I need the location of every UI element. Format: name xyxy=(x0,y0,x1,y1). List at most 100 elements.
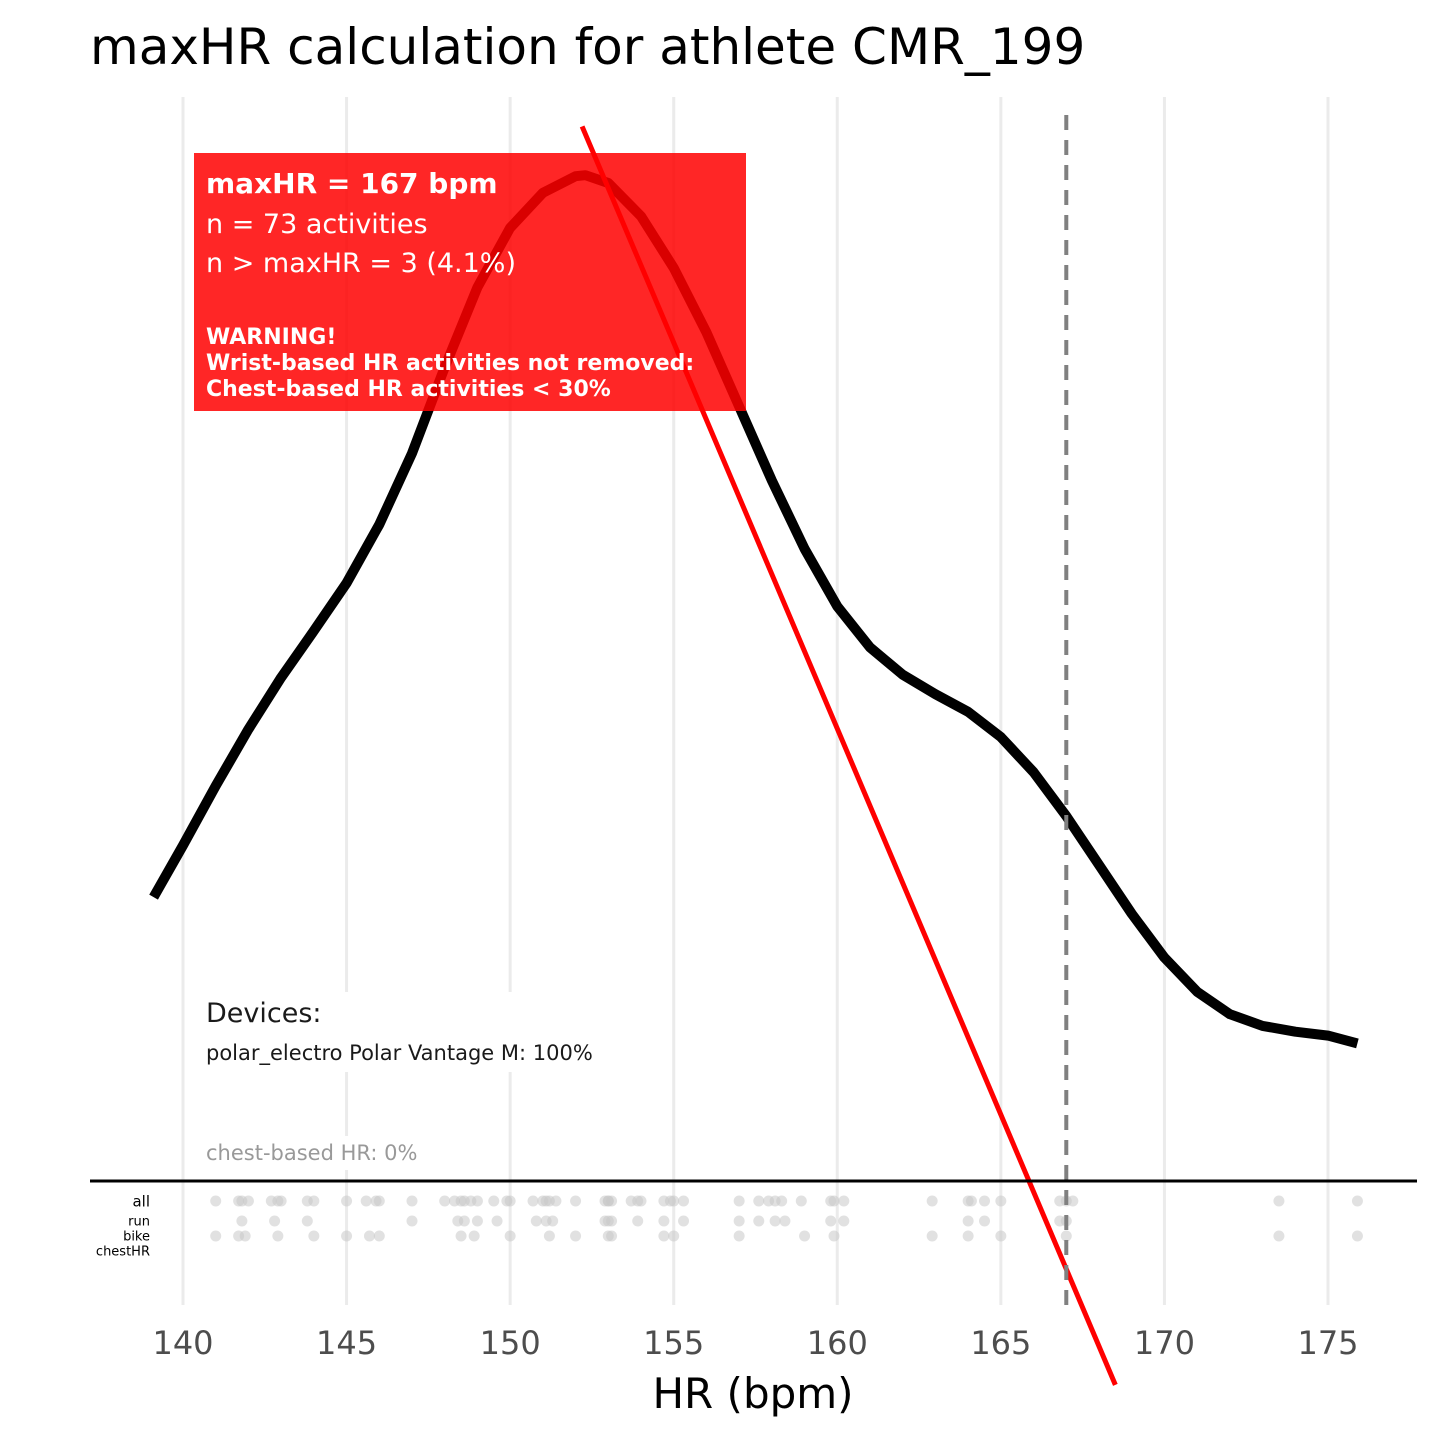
rug-point-all-48 xyxy=(838,1195,850,1207)
rug-row-label-run: run xyxy=(128,1215,150,1230)
rug-point-bike-2 xyxy=(239,1230,251,1242)
rug-point-all-49 xyxy=(926,1195,938,1207)
rug-point-bike-14 xyxy=(606,1230,618,1242)
rug-point-bike-23 xyxy=(1060,1230,1072,1242)
rug-point-all-38 xyxy=(668,1195,680,1207)
rug-point-run-22 xyxy=(838,1215,850,1227)
rug-point-run-21 xyxy=(825,1215,837,1227)
x-tick-label-155: 155 xyxy=(643,1324,704,1362)
rug-point-all-41 xyxy=(753,1195,765,1207)
rug-point-bike-17 xyxy=(733,1230,745,1242)
devices-value: polar_electro Polar Vantage M: 100% xyxy=(206,1041,593,1066)
rug-row-label-chestHR: chestHR xyxy=(96,1245,150,1260)
rug-point-all-57 xyxy=(1273,1195,1285,1207)
rug-point-all-58 xyxy=(1351,1195,1363,1207)
rug-row-label-all: all xyxy=(132,1192,150,1210)
rug-point-run-14 xyxy=(632,1215,644,1227)
rug-point-bike-5 xyxy=(341,1230,353,1242)
warning-line-2: Chest-based HR activities < 30% xyxy=(206,377,611,402)
rug-row-label-bike: bike xyxy=(123,1230,150,1245)
rug-point-all-53 xyxy=(995,1195,1007,1207)
rug-point-bike-11 xyxy=(543,1230,555,1242)
rug-point-bike-21 xyxy=(962,1230,974,1242)
annotation-maxhr: maxHR = 167 bpm xyxy=(206,167,498,200)
rug-point-all-47 xyxy=(828,1195,840,1207)
rug-point-run-18 xyxy=(753,1215,765,1227)
rug-point-run-20 xyxy=(779,1215,791,1227)
rug-point-run-5 xyxy=(458,1215,470,1227)
x-axis-title: HR (bpm) xyxy=(652,1369,853,1418)
rug-point-all-0 xyxy=(210,1195,222,1207)
rug-point-all-44 xyxy=(776,1195,788,1207)
rug-point-run-3 xyxy=(406,1215,418,1227)
rug-point-run-24 xyxy=(979,1215,990,1227)
rug-point-all-40 xyxy=(733,1195,745,1207)
annotation-n-activities: n = 73 activities xyxy=(206,209,428,240)
annotations: maxHR = 167 bpm n = 73 activities n > maxH… xyxy=(194,153,746,1170)
rug-point-run-8 xyxy=(530,1215,542,1227)
rug-point-bike-24 xyxy=(1273,1230,1285,1242)
rug-point-all-10 xyxy=(360,1195,372,1207)
rug-point-all-35 xyxy=(635,1195,647,1207)
rug-point-run-0 xyxy=(236,1215,248,1227)
rug-point-bike-22 xyxy=(995,1230,1007,1242)
rug-point-all-22 xyxy=(504,1195,516,1207)
rug-point-bike-16 xyxy=(668,1230,680,1242)
rug-point-bike-15 xyxy=(658,1230,670,1242)
rug-point-bike-3 xyxy=(272,1230,284,1242)
chart-title: maxHR calculation for athlete CMR_199 xyxy=(90,18,1085,76)
rug-point-run-17 xyxy=(733,1215,745,1227)
annotation-n-above: n > maxHR = 3 (4.1%) xyxy=(206,248,516,279)
rug-point-all-32 xyxy=(606,1195,618,1207)
x-tick-label-150: 150 xyxy=(480,1324,541,1362)
rug-point-run-7 xyxy=(491,1215,503,1227)
rug-point-bike-0 xyxy=(210,1230,222,1242)
x-tick-label-160: 160 xyxy=(807,1324,868,1362)
rug-point-bike-19 xyxy=(828,1230,840,1242)
rug-point-all-9 xyxy=(341,1195,353,1207)
rug-point-all-28 xyxy=(570,1195,582,1207)
rug-point-bike-10 xyxy=(504,1230,516,1242)
annotation-box xyxy=(194,153,746,411)
rug-point-run-16 xyxy=(678,1215,690,1227)
rug-point-run-13 xyxy=(606,1215,618,1227)
rug-point-all-20 xyxy=(488,1195,500,1207)
rug-point-all-3 xyxy=(242,1195,254,1207)
rug-point-all-19 xyxy=(471,1195,483,1207)
devices-background xyxy=(200,992,670,1072)
rug-point-bike-25 xyxy=(1351,1230,1363,1242)
rug-point-bike-9 xyxy=(468,1230,480,1242)
rug-point-all-51 xyxy=(965,1195,977,1207)
rug-point-run-19 xyxy=(769,1215,781,1227)
rug-point-bike-18 xyxy=(799,1230,811,1242)
x-tick-label-170: 170 xyxy=(1134,1324,1195,1362)
x-tick-label-140: 140 xyxy=(152,1324,213,1362)
rug-point-run-2 xyxy=(301,1215,313,1227)
rug-point-all-45 xyxy=(795,1195,807,1207)
rug-point-all-23 xyxy=(527,1195,539,1207)
warning-title: WARNING! xyxy=(206,325,336,350)
rug-point-all-12 xyxy=(373,1195,385,1207)
chest-hr-background xyxy=(200,1136,460,1170)
rug-point-bike-6 xyxy=(363,1230,375,1242)
rug-point-run-1 xyxy=(269,1215,281,1227)
rug-point-bike-8 xyxy=(455,1230,467,1242)
x-tick-label-145: 145 xyxy=(316,1324,377,1362)
devices-title: Devices: xyxy=(206,998,322,1029)
rug-point-run-15 xyxy=(658,1215,670,1227)
rug-point-all-56 xyxy=(1067,1195,1079,1207)
rug-point-all-6 xyxy=(275,1195,287,1207)
rug-point-run-6 xyxy=(471,1215,483,1227)
chest-hr-text: chest-based HR: 0% xyxy=(206,1141,417,1165)
rug-point-all-8 xyxy=(308,1195,320,1207)
rug-point-bike-7 xyxy=(373,1230,385,1242)
x-tick-label-165: 165 xyxy=(970,1324,1031,1362)
rug-point-bike-20 xyxy=(926,1230,938,1242)
rug-point-bike-12 xyxy=(570,1230,582,1242)
rug-point-all-39 xyxy=(678,1195,690,1207)
x-tick-label-175: 175 xyxy=(1297,1324,1358,1362)
rug-point-all-13 xyxy=(406,1195,418,1207)
rug-point-all-27 xyxy=(550,1195,562,1207)
